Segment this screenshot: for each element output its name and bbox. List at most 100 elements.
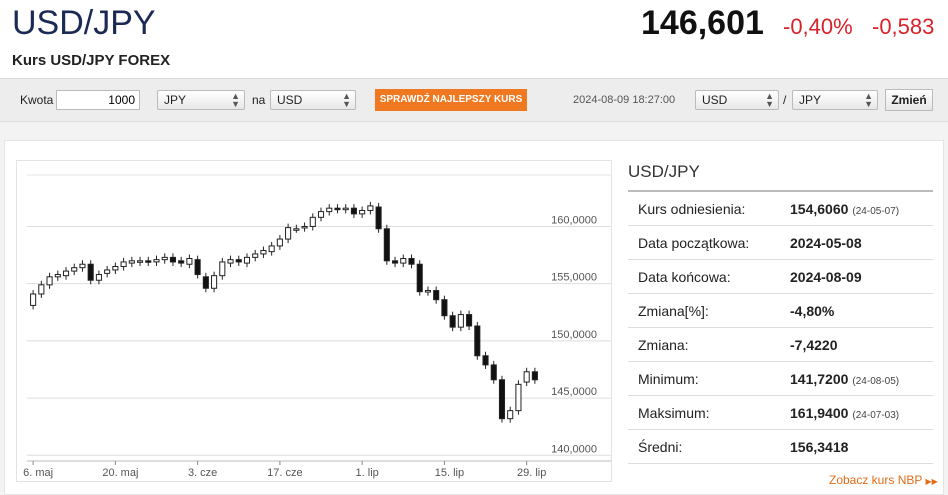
select-arrows-icon: ▲ ▼ [342, 91, 351, 109]
info-row-label: Minimum: [638, 371, 699, 387]
x-tick-label: 1. lip [356, 467, 379, 479]
pair-separator: / [783, 93, 787, 107]
candle-body [416, 263, 423, 293]
candle-body [375, 206, 382, 230]
candle-body [54, 274, 61, 278]
x-tick-label: 6. maj [23, 467, 53, 479]
candle-body [482, 355, 489, 366]
timestamp: 2024-08-09 18:27:00 [573, 94, 676, 106]
info-row-value: 156,3418 [790, 439, 848, 455]
candle-body [400, 258, 407, 264]
y-tick-label: 140,0000 [551, 443, 597, 455]
info-row-value: 141,7200 (24-08-05) [790, 371, 899, 387]
info-row-value-text: -7,4220 [790, 337, 838, 353]
pair-base-select[interactable]: USD ▲ ▼ [695, 90, 779, 110]
x-tick-label: 3. cze [188, 467, 217, 479]
info-row-value: -4,80% [790, 303, 834, 319]
candle-body [449, 315, 456, 328]
nbp-link-label: Zobacz kurs NBP [829, 473, 923, 487]
candle-body [359, 209, 366, 215]
candle-body [202, 276, 209, 289]
candle-body [38, 284, 45, 295]
to-currency-value: USD [277, 93, 303, 107]
info-row-label: Kurs odniesienia: [638, 201, 746, 217]
y-tick-label: 155,0000 [551, 272, 597, 284]
candle-body [350, 207, 357, 215]
candle-body [252, 253, 259, 258]
chart-svg: 160,0000 155,0000 150,0000 145,0000 140,0000… [23, 174, 611, 479]
candle-body [391, 260, 399, 264]
select-arrows-icon: ▲ ▼ [231, 91, 240, 109]
candle-body [169, 256, 177, 263]
candle-body [301, 225, 308, 229]
best-rate-button[interactable]: SPRAWDŹ NAJLEPSZY KURS [375, 89, 527, 111]
y-tick-label: 145,0000 [551, 386, 597, 398]
pair-quote-select[interactable]: JPY ▲ ▼ [792, 90, 878, 110]
candle-body [62, 270, 70, 277]
current-price: 146,601 [641, 4, 764, 42]
info-row-label: Data końcowa: [638, 269, 731, 285]
x-tick-label: 17. cze [267, 467, 302, 479]
pair-quote-value: JPY [799, 93, 822, 107]
candle-body [309, 216, 316, 227]
header: USD/JPY Kurs USD/JPY FOREX 146,601 -0,40… [0, 0, 948, 78]
candle-body [87, 263, 94, 281]
info-row-value-text: -4,80% [790, 303, 835, 319]
info-title: USD/JPY [628, 162, 700, 181]
info-row-value-text: 141,7200 [790, 371, 849, 387]
info-row-value-text: 2024-08-09 [790, 269, 862, 285]
candle-body [268, 245, 275, 253]
candle-body [326, 207, 333, 213]
change-absolute: -0,583 [872, 14, 935, 39]
nbp-rate-link[interactable]: Zobacz kurs NBP ▶▶ [829, 473, 938, 487]
candle-body [531, 371, 538, 381]
change-pair-button[interactable]: Zmień [885, 89, 933, 111]
candle-body [235, 259, 242, 263]
candle-body [219, 261, 226, 277]
candle-body [457, 314, 464, 328]
candle-body [120, 261, 127, 268]
double-arrow-right-icon: ▶▶ [925, 477, 938, 486]
candle-body [441, 299, 448, 317]
info-row-date-note: (24-08-05) [852, 376, 900, 387]
candlestick-chart: 160,0000 155,0000 150,0000 145,0000 140,0000… [16, 160, 612, 482]
candle-body [46, 276, 53, 286]
candle-body [285, 227, 292, 240]
candle-body [334, 207, 341, 211]
x-tick-label: 15. lip [435, 467, 464, 479]
from-currency-select[interactable]: JPY ▲ ▼ [157, 90, 245, 110]
y-tick-label: 160,0000 [551, 214, 597, 226]
candle-body [507, 410, 514, 420]
info-row-value-text: 2024-05-08 [790, 235, 862, 251]
info-divider [628, 190, 933, 192]
info-row-date-note: (24-05-07) [852, 206, 900, 217]
info-row-label: Maksimum: [638, 405, 710, 421]
candle-body [515, 383, 522, 412]
candle-body [433, 290, 440, 301]
x-tick-label: 29. lip [517, 467, 546, 479]
candle-body [79, 263, 86, 269]
candle-body [104, 269, 111, 274]
candle-body [71, 267, 78, 272]
candle-body [136, 260, 144, 263]
info-row-value: 2024-08-09 [790, 269, 862, 285]
candle-body [408, 258, 415, 265]
amount-input[interactable] [56, 90, 140, 110]
candle-body [227, 259, 234, 264]
info-row-value: 2024-05-08 [790, 235, 862, 251]
candle-body [383, 228, 390, 262]
info-row: Minimum: 141,7200 (24-08-05) [628, 362, 933, 396]
info-row-label: Zmiana: [638, 337, 689, 353]
candle-body [153, 259, 160, 263]
info-row-value: 154,6060 (24-05-07) [790, 201, 899, 217]
pair-base-value: USD [702, 93, 728, 107]
x-tick-label: 20. maj [102, 467, 138, 479]
info-row-value-text: 154,6060 [790, 201, 849, 217]
candle-body [243, 256, 251, 264]
candle-body [260, 250, 267, 255]
candle-body [490, 364, 497, 381]
candle-body [523, 371, 530, 383]
candle-body [186, 258, 193, 265]
info-row-value: 161,9400 (24-07-03) [790, 405, 899, 421]
to-currency-select[interactable]: USD ▲ ▼ [270, 90, 356, 110]
